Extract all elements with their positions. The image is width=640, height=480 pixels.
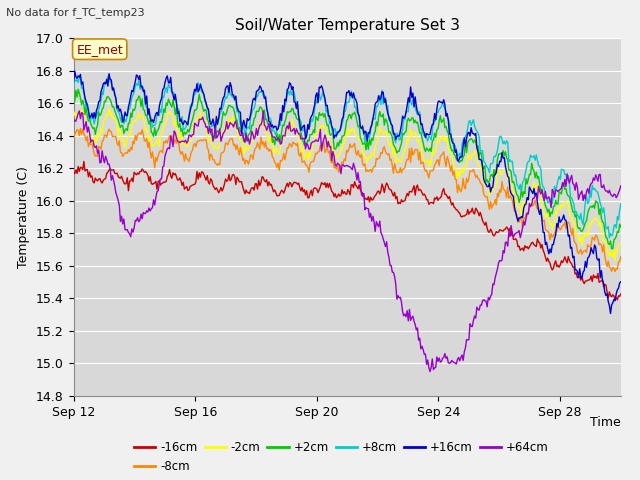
Line: +64cm: +64cm <box>74 111 621 372</box>
+16cm <box>568 244 575 250</box>
+2cm <box>568 203 575 209</box>
-16cm <box>301 192 309 198</box>
Y-axis label: Temperature (C): Temperature (C) <box>17 166 31 268</box>
-8cm <box>611 269 619 275</box>
Line: -2cm: -2cm <box>74 108 621 261</box>
+64cm <box>569 181 577 187</box>
+16cm <box>607 311 614 316</box>
+64cm <box>76 108 83 114</box>
+16cm <box>241 122 249 128</box>
+16cm <box>301 136 309 142</box>
-2cm <box>473 155 481 161</box>
-16cm <box>617 291 625 297</box>
+2cm <box>301 140 309 146</box>
+2cm <box>377 113 385 119</box>
-2cm <box>105 105 113 110</box>
-2cm <box>617 240 625 246</box>
+16cm <box>403 103 411 108</box>
+8cm <box>617 201 625 207</box>
+8cm <box>605 235 613 241</box>
+64cm <box>426 369 434 374</box>
+2cm <box>608 246 616 252</box>
Legend: -16cm, -8cm, -2cm, +2cm, +8cm, +16cm, +64cm: -16cm, -8cm, -2cm, +2cm, +8cm, +16cm, +6… <box>134 441 548 473</box>
-16cm <box>568 261 575 267</box>
+16cm <box>377 95 385 101</box>
+64cm <box>474 307 482 312</box>
-8cm <box>377 150 385 156</box>
+2cm <box>473 144 481 150</box>
-8cm <box>241 161 249 167</box>
-8cm <box>617 254 625 260</box>
+8cm <box>301 131 309 136</box>
+8cm <box>104 73 112 79</box>
+64cm <box>377 230 385 236</box>
-16cm <box>473 207 481 213</box>
Text: EE_met: EE_met <box>76 43 123 56</box>
+16cm <box>70 79 77 84</box>
-16cm <box>70 169 77 175</box>
+64cm <box>241 139 249 145</box>
+64cm <box>617 183 625 189</box>
-2cm <box>301 151 309 156</box>
-2cm <box>403 135 411 141</box>
-8cm <box>301 162 309 168</box>
+2cm <box>74 86 82 92</box>
-2cm <box>611 258 619 264</box>
+64cm <box>301 146 309 152</box>
-8cm <box>77 126 84 132</box>
+8cm <box>377 102 385 108</box>
-8cm <box>568 232 575 238</box>
Line: -8cm: -8cm <box>74 129 621 272</box>
+2cm <box>617 224 625 230</box>
+16cm <box>71 68 79 74</box>
+64cm <box>403 308 411 313</box>
+8cm <box>241 132 249 138</box>
-8cm <box>473 172 481 178</box>
-8cm <box>70 136 77 142</box>
-2cm <box>70 113 77 119</box>
Text: No data for f_TC_temp23: No data for f_TC_temp23 <box>6 7 145 18</box>
Line: +2cm: +2cm <box>74 89 621 249</box>
Line: +8cm: +8cm <box>74 76 621 238</box>
-8cm <box>403 156 411 162</box>
+8cm <box>473 128 481 134</box>
Text: Time: Time <box>590 416 621 429</box>
+16cm <box>617 279 625 285</box>
Title: Soil/Water Temperature Set 3: Soil/Water Temperature Set 3 <box>235 18 460 33</box>
+2cm <box>241 139 249 144</box>
+2cm <box>403 118 411 124</box>
-2cm <box>377 128 385 134</box>
Line: -16cm: -16cm <box>74 161 621 300</box>
Line: +16cm: +16cm <box>74 71 621 313</box>
+64cm <box>70 117 77 122</box>
-16cm <box>377 188 385 193</box>
+2cm <box>70 100 77 106</box>
-16cm <box>403 191 411 196</box>
-2cm <box>241 149 249 155</box>
+8cm <box>70 86 77 92</box>
+16cm <box>473 145 481 151</box>
+8cm <box>568 195 575 201</box>
-2cm <box>568 215 575 221</box>
-16cm <box>80 158 88 164</box>
-16cm <box>614 297 621 303</box>
+8cm <box>403 108 411 114</box>
-16cm <box>241 191 249 197</box>
